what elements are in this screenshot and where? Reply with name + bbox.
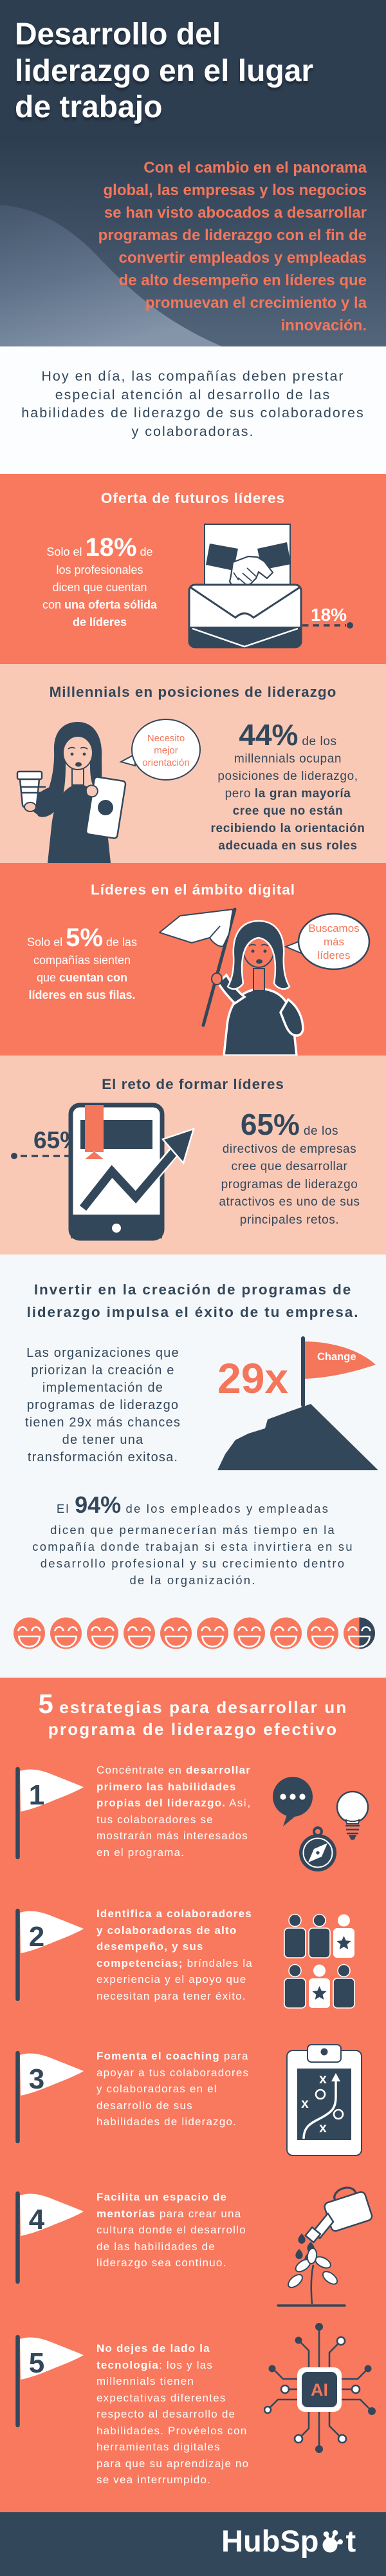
svg-text:1: 1: [29, 1779, 44, 1811]
svg-text:4: 4: [29, 2204, 45, 2235]
svg-text:Buscamos: Buscamos: [308, 922, 359, 934]
svg-text:mejor: mejor: [154, 745, 178, 756]
svg-text:orientación: orientación: [142, 757, 189, 768]
svg-text:Change: Change: [317, 1351, 356, 1363]
svg-text:x: x: [319, 2121, 327, 2136]
svg-text:AI: AI: [311, 2380, 328, 2400]
svg-text:Necesito: Necesito: [147, 733, 185, 744]
svg-text:3: 3: [29, 2063, 44, 2095]
svg-text:18%: 18%: [311, 605, 347, 625]
svg-text:x: x: [301, 2096, 309, 2111]
svg-text:2: 2: [29, 1921, 44, 1953]
svg-text:más: más: [324, 936, 344, 948]
svg-text:x: x: [319, 2072, 327, 2087]
svg-text:5: 5: [29, 2347, 44, 2379]
svg-text:líderes: líderes: [317, 949, 350, 961]
